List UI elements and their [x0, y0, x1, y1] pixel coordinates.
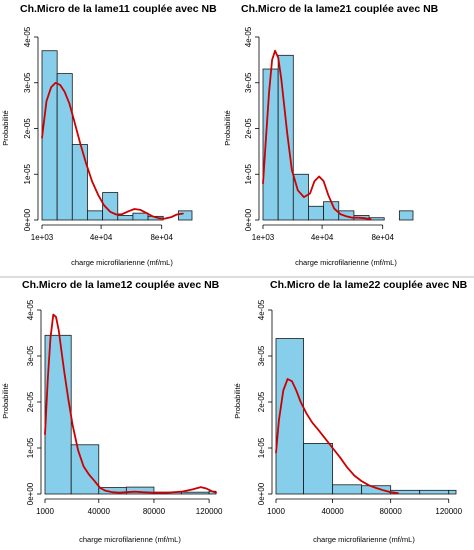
- x-tick-label: 80000: [143, 507, 166, 516]
- histogram-bar: [332, 484, 363, 495]
- y-tick-label: 1e-05: [26, 437, 35, 458]
- y-tick-label: 4e-05: [257, 299, 266, 320]
- x-tick-label: 8e+04: [371, 233, 394, 242]
- chart-title: Ch.Micro de la lame22 couplée avec NB: [270, 279, 468, 291]
- histogram-bar: [275, 338, 304, 495]
- panel-lame12: Ch.Micro de la lame12 couplée avec NB 0e+…: [1, 279, 223, 544]
- x-axis-label: charge microfilarienne (mf/mL): [295, 258, 397, 267]
- y-tick-label: 0e+00: [23, 208, 32, 231]
- y-tick-label: 3e-05: [26, 345, 35, 366]
- histogram-bar: [132, 212, 149, 221]
- density-curve: [41, 81, 184, 220]
- histogram-bar: [181, 491, 210, 495]
- x-tick-label: 8e+04: [150, 233, 173, 242]
- histogram-bar: [125, 486, 155, 495]
- y-tick-label: 1e-05: [244, 163, 253, 184]
- chart-title: Ch.Micro de la lame11 couplée avec NB: [20, 3, 217, 15]
- density-curve: [275, 378, 399, 495]
- histogram-bar: [419, 489, 450, 495]
- y-axis-label: Probabilité: [233, 383, 242, 418]
- x-axis-label: charge microfilarienne (mf/mL): [313, 535, 415, 544]
- x-tick-label: 1e+03: [252, 233, 275, 242]
- chart-title: Ch.Micro de la lame12 couplée avec NB: [22, 279, 220, 291]
- histogram-bar: [398, 210, 414, 221]
- x-tick-label: 120000: [196, 507, 223, 516]
- panel-lame22: Ch.Micro de la lame22 couplée avec NB 0e+…: [233, 279, 468, 544]
- histogram-bar: [177, 210, 193, 221]
- y-tick-label: 3e-05: [23, 72, 32, 93]
- y-tick-label: 4e-05: [23, 26, 32, 47]
- density-curve: [262, 49, 372, 221]
- x-tick-label: 4e+04: [90, 233, 113, 242]
- chart-title: Ch.Micro de la lame21 couplée avec NB: [241, 3, 439, 15]
- histogram-bar: [41, 50, 58, 221]
- y-tick-label: 2e-05: [244, 118, 253, 139]
- y-tick-label: 0e+00: [244, 208, 253, 231]
- x-tick-label: 1e+03: [31, 233, 54, 242]
- histogram-bar: [308, 205, 325, 221]
- y-tick-label: 3e-05: [244, 72, 253, 93]
- histogram-bar: [361, 485, 392, 495]
- density-curve: [44, 313, 217, 494]
- y-tick-label: 4e-05: [26, 299, 35, 320]
- x-tick-label: 4e+04: [311, 233, 334, 242]
- x-tick-label: 1000: [267, 507, 285, 516]
- y-axis-label: Probabilité: [1, 110, 10, 145]
- y-tick-label: 2e-05: [257, 391, 266, 412]
- y-tick-label: 2e-05: [26, 391, 35, 412]
- x-tick-label: 40000: [88, 507, 111, 516]
- x-axis-label: charge microfilarienne (mf/mL): [79, 535, 181, 544]
- y-tick-label: 1e-05: [257, 437, 266, 458]
- histogram-bar: [448, 489, 457, 495]
- histogram-bar: [277, 54, 294, 221]
- y-tick-label: 0e+00: [257, 482, 266, 505]
- histogram-bar: [56, 73, 73, 221]
- y-tick-label: 0e+00: [26, 482, 35, 505]
- x-tick-label: 1000: [36, 507, 54, 516]
- y-tick-label: 1e-05: [23, 163, 32, 184]
- histogram-bar: [87, 210, 104, 221]
- y-axis-label: Probabilité: [1, 383, 10, 418]
- y-tick-label: 2e-05: [23, 118, 32, 139]
- x-tick-label: 40000: [321, 507, 344, 516]
- y-axis-label: Probabilité: [223, 110, 232, 145]
- histogram-bar: [71, 144, 88, 221]
- x-axis-label: charge microfilarienne (mf/mL): [71, 258, 173, 267]
- x-tick-label: 120000: [435, 507, 462, 516]
- panel-lame21: Ch.Micro de la lame21 couplée avec NB 0e+…: [223, 3, 439, 267]
- x-tick-label: 80000: [380, 507, 403, 516]
- histogram-bar: [303, 442, 334, 495]
- y-tick-label: 3e-05: [257, 345, 266, 366]
- y-tick-label: 4e-05: [244, 26, 253, 47]
- histogram-bar: [117, 215, 134, 221]
- panel-lame11: Ch.Micro de la lame11 couplée avec NB 0e+…: [1, 3, 217, 267]
